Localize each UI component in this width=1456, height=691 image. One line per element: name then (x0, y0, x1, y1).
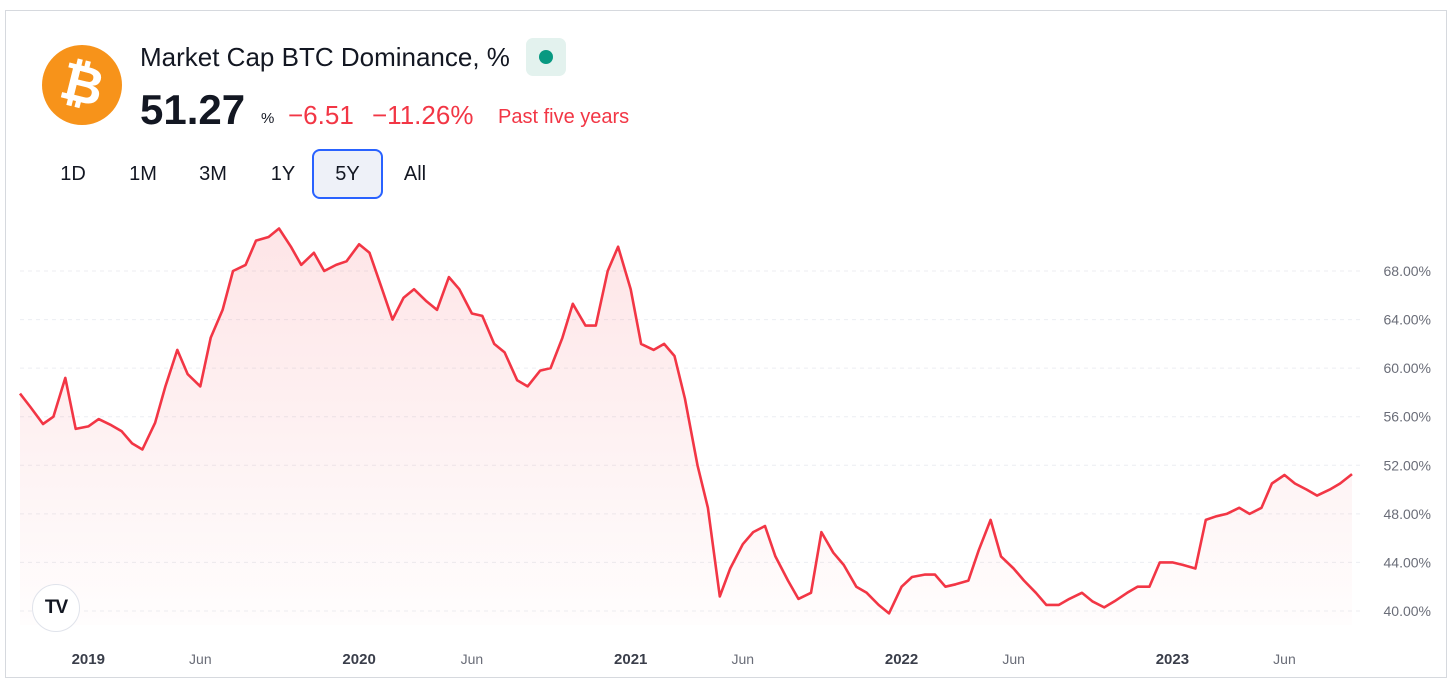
y-tick-label: 44.00% (1384, 554, 1431, 570)
status-dot-icon (539, 50, 553, 64)
current-value: 51.27 (140, 86, 246, 133)
x-tick-label: Jun (189, 651, 212, 667)
x-tick-label: 2020 (342, 651, 375, 668)
x-tick-label: 2022 (885, 651, 918, 668)
bitcoin-logo-icon: ₿ (42, 45, 122, 125)
range-1d-button[interactable]: 1D (60, 163, 86, 185)
market-status-indicator[interactable] (526, 38, 566, 76)
change-period: Past five years (498, 106, 630, 128)
x-tick-label: 2019 (72, 651, 105, 668)
y-tick-label: 64.00% (1384, 312, 1431, 328)
x-axis: 2019 Jun 2020 Jun 2021 Jun 2022 Jun 2023 Jun (72, 651, 1296, 668)
dominance-area-fill (20, 228, 1352, 625)
range-5y-button[interactable]: 5Y (312, 149, 383, 199)
change-value: −6.51 (288, 100, 354, 130)
y-tick-label: 48.00% (1384, 506, 1431, 522)
range-1m-button[interactable]: 1M (129, 163, 157, 185)
x-tick-label: Jun (461, 651, 484, 667)
y-tick-label: 60.00% (1384, 360, 1431, 376)
range-all-button[interactable]: All (403, 163, 427, 185)
tradingview-logo-icon[interactable]: TV (32, 584, 80, 632)
change-percent: −11.26% (372, 100, 474, 130)
x-tick-label: 2023 (1156, 651, 1189, 668)
y-tick-label: 40.00% (1384, 603, 1431, 619)
value-unit: % (261, 110, 275, 127)
y-tick-label: 68.00% (1384, 263, 1431, 279)
chart-title: Market Cap BTC Dominance, % (140, 42, 510, 72)
x-tick-label: Jun (731, 651, 754, 667)
dominance-line[interactable] (18, 227, 1353, 615)
x-tick-label: Jun (1273, 651, 1296, 667)
range-1y-button[interactable]: 1Y (270, 163, 296, 185)
x-tick-label: Jun (1002, 651, 1025, 667)
range-3m-button[interactable]: 3M (199, 163, 227, 185)
y-tick-label: 52.00% (1384, 457, 1431, 473)
y-tick-label: 56.00% (1384, 409, 1431, 425)
x-tick-label: 2021 (614, 651, 647, 668)
y-axis: 40.00% 44.00% 48.00% 52.00% 56.00% 60.00% 64.0… (1384, 263, 1431, 619)
